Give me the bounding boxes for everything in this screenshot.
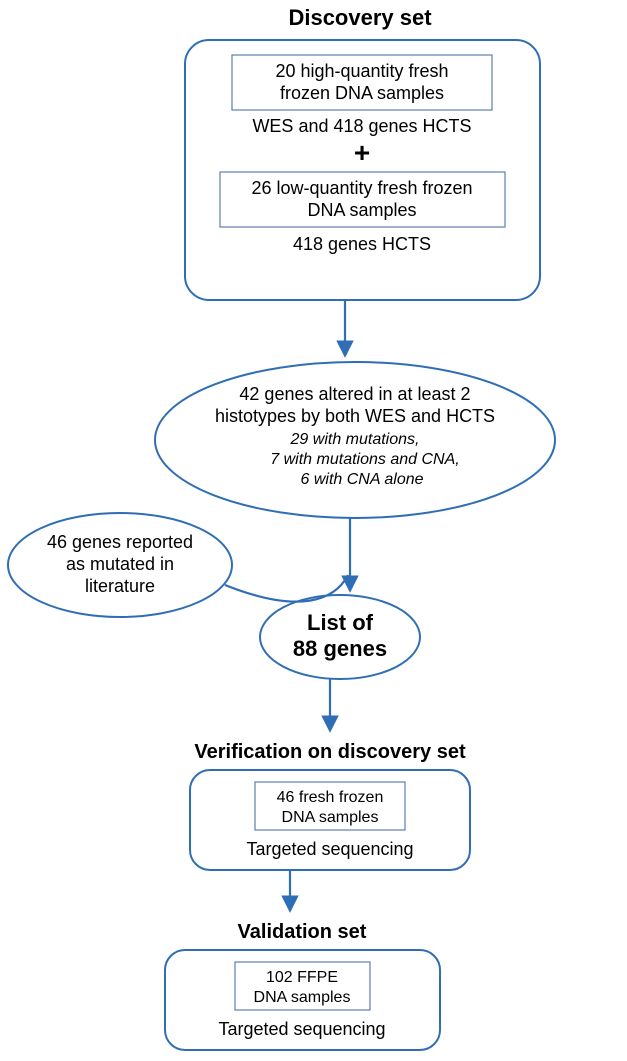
connector-literature-to-flow [225, 575, 348, 602]
verif-sub: Targeted sequencing [246, 839, 413, 859]
plus-icon: + [354, 137, 370, 168]
validation-title: Validation set [238, 921, 367, 943]
discovery-box1-line2: frozen DNA samples [280, 83, 444, 103]
valid-sub: Targeted sequencing [218, 1019, 385, 1039]
verif-box-l2: DNA samples [282, 809, 379, 826]
genes-i2: 7 with mutations and CNA, [270, 451, 459, 468]
genes-l2: histotypes by both WES and HCTS [215, 406, 495, 426]
discovery-box2-line2: DNA samples [307, 200, 416, 220]
discovery-sub2: 418 genes HCTS [293, 234, 431, 254]
discovery-sub1: WES and 418 genes HCTS [252, 116, 471, 136]
genes-i3: 6 with CNA alone [300, 471, 423, 488]
genes-i1: 29 with mutations, [290, 431, 420, 448]
verification-title: Verification on discovery set [194, 741, 466, 763]
discovery-box2-line1: 26 low-quantity fresh frozen [251, 178, 472, 198]
genes-l1: 42 genes altered in at least 2 [239, 384, 470, 404]
lit-l1: 46 genes reported [47, 532, 193, 552]
list-l2: 88 genes [293, 636, 387, 661]
lit-l3: literature [85, 576, 155, 596]
valid-box-l2: DNA samples [254, 989, 351, 1006]
valid-box-l1: 102 FFPE [266, 969, 338, 986]
list-l1: List of [307, 610, 374, 635]
discovery-title: Discovery set [288, 5, 432, 30]
lit-l2: as mutated in [66, 554, 174, 574]
verif-box-l1: 46 fresh frozen [277, 789, 384, 806]
discovery-box1-line1: 20 high-quantity fresh [275, 61, 448, 81]
